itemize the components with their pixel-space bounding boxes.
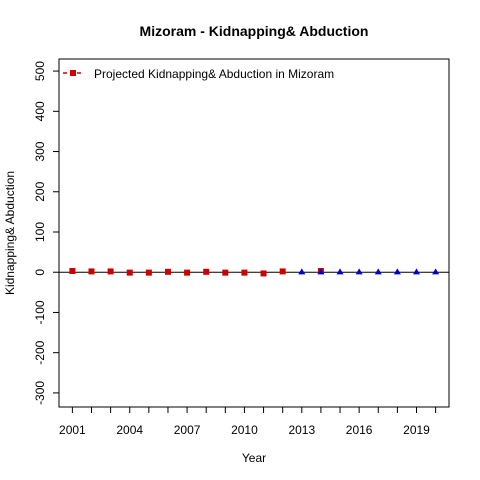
legend-marker: [70, 70, 76, 76]
data-point-triangle: [336, 268, 344, 275]
x-tick-label: 2007: [174, 423, 201, 437]
y-tick-label: 500: [33, 61, 47, 81]
legend-label: Projected Kidnapping& Abduction in Mizor…: [94, 67, 334, 81]
x-tick-label: 2013: [288, 423, 315, 437]
data-points: [69, 268, 440, 277]
x-tick-label: 2010: [231, 423, 258, 437]
y-tick-label: 400: [33, 101, 47, 121]
y-tick-label: 200: [33, 181, 47, 201]
y-tick-label: 0: [33, 269, 47, 276]
data-point-square: [164, 268, 171, 275]
data-point-square: [203, 268, 210, 275]
y-tick-label: 100: [33, 222, 47, 242]
data-point-square: [222, 269, 229, 276]
data-point-triangle: [355, 268, 363, 275]
x-tick-label: 2016: [346, 423, 373, 437]
y-axis-label: Kidnapping& Abduction: [3, 171, 17, 295]
y-tick-label: -300: [33, 381, 47, 405]
plot-area: [58, 58, 450, 408]
y-tick-label: -100: [33, 300, 47, 324]
y-tick-label: -200: [33, 340, 47, 364]
data-point-square: [88, 268, 95, 275]
y-tick-label: 300: [33, 141, 47, 161]
x-axis: 2001 2004 2007 2010 2013 2016 2019: [59, 407, 437, 437]
x-axis-label: Year: [242, 451, 266, 465]
data-point-square: [241, 269, 248, 276]
data-point-triangle: [317, 268, 325, 275]
data-point-triangle: [432, 268, 440, 275]
data-point-square: [279, 268, 286, 275]
data-point-triangle: [374, 268, 382, 275]
x-tick-label: 2004: [116, 423, 143, 437]
data-point-triangle: [413, 268, 420, 275]
chart-title: Mizoram - Kidnapping& Abduction: [140, 23, 369, 39]
data-point-square: [260, 270, 267, 277]
data-point-square: [107, 268, 114, 275]
data-point-square: [126, 269, 133, 276]
data-point-triangle: [298, 268, 306, 275]
legend: Projected Kidnapping& Abduction in Mizor…: [63, 67, 334, 81]
data-point-square: [145, 269, 152, 276]
y-axis: -300 -200 -100 0 100 200 300 400 500: [33, 61, 59, 405]
data-point-square: [184, 269, 191, 276]
data-point-square: [69, 268, 76, 275]
x-tick-label: 2019: [403, 423, 430, 437]
x-tick-label: 2001: [59, 423, 86, 437]
data-point-triangle: [393, 268, 401, 275]
